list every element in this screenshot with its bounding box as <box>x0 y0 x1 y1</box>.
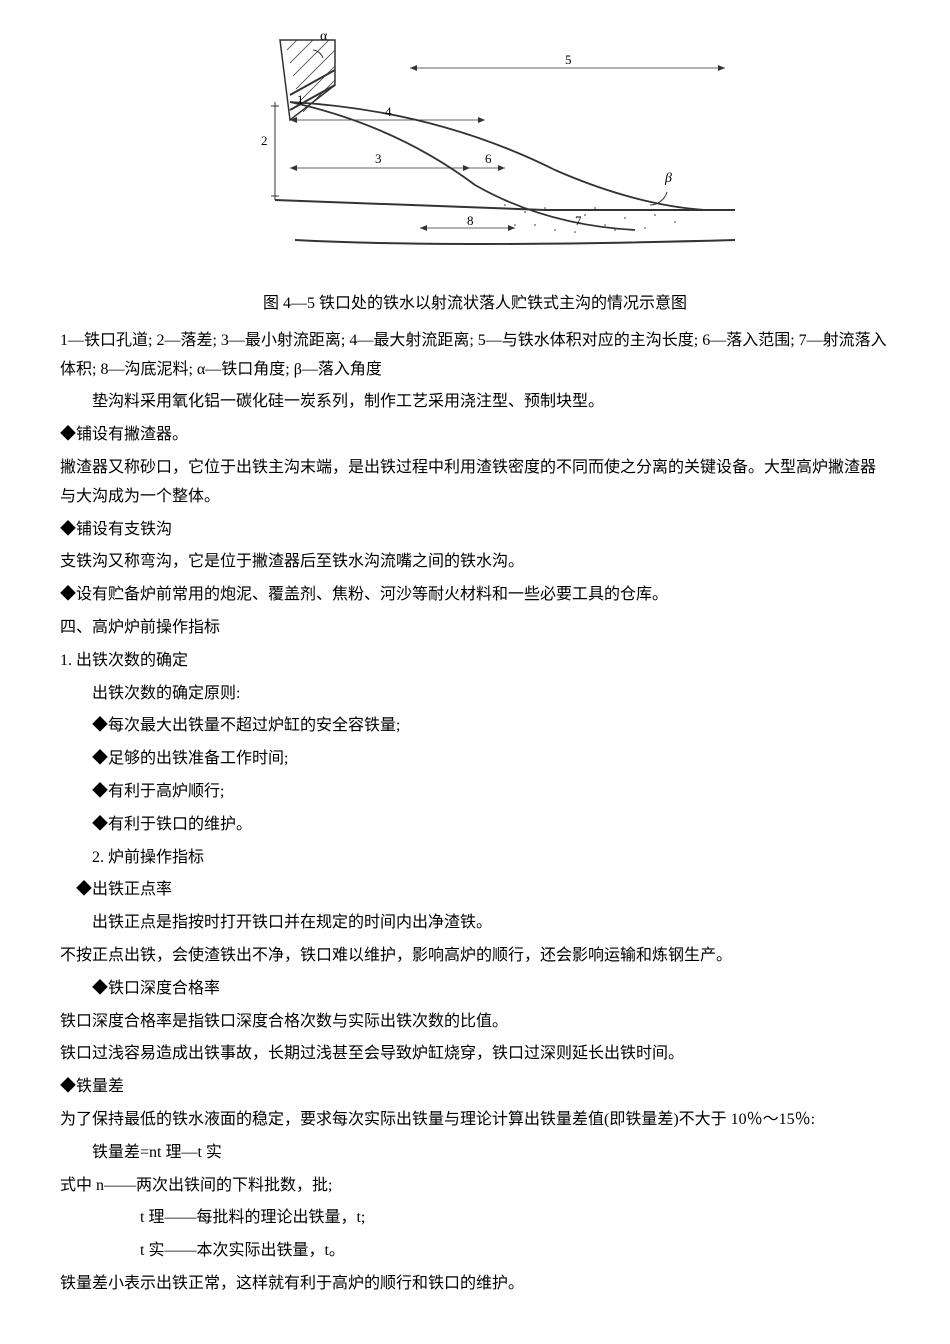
label-2: 2 <box>261 133 268 148</box>
beta-label: β <box>664 171 672 186</box>
trough-bottom <box>295 240 735 244</box>
para-weight-2: 铁量差小表示出铁正常，这样就有利于高炉的顺行和铁口的维护。 <box>60 1270 890 1299</box>
label-4: 4 <box>385 104 392 119</box>
heading-skimmer: ◆铺设有撇渣器。 <box>60 421 890 450</box>
bullet-3: ◆有利于高炉顺行; <box>60 778 890 807</box>
heading-weight: ◆铁量差 <box>60 1073 890 1102</box>
bullet-1: ◆每次最大出铁量不超过炉缸的安全容铁量; <box>60 712 890 741</box>
label-6: 6 <box>485 151 492 166</box>
para-material: 垫沟料采用氧化铝一碳化硅一炭系列，制作工艺采用浇注型、预制块型。 <box>60 388 890 417</box>
section-4-1: 1. 出铁次数的确定 <box>60 647 890 676</box>
para-branch: 支铁沟又称弯沟，它是位于撇渣器后至铁水沟流嘴之间的铁水沟。 <box>60 548 890 577</box>
figure-legend: 1—铁口孔道; 2—落差; 3—最小射流距离; 4—最大射流距离; 5—与铁水体… <box>60 327 890 385</box>
heading-branch: ◆铺设有支铁沟 <box>60 516 890 545</box>
label-8: 8 <box>467 213 474 228</box>
section-4: 四、高炉炉前操作指标 <box>60 614 890 643</box>
bullet-4: ◆有利于铁口的维护。 <box>60 811 890 840</box>
heading-store: ◆设有贮备炉前常用的炮泥、覆盖剂、焦粉、河沙等耐火材料和一些必要工具的仓库。 <box>60 581 890 610</box>
label-1: 1 <box>297 92 304 107</box>
label-5: 5 <box>565 52 572 67</box>
label-3: 3 <box>375 151 382 166</box>
heading-ontime: ◆出铁正点率 <box>60 876 890 905</box>
where-n: 式中 n——两次出铁间的下料批数，批; <box>60 1172 890 1201</box>
para-ontime-2: 不按正点出铁，会使渣铁出不净，铁口难以维护，影响高炉的顺行，还会影响运输和炼钢生… <box>60 942 890 971</box>
heading-depth: ◆铁口深度合格率 <box>60 975 890 1004</box>
sec4-1-intro: 出铁次数的确定原则: <box>60 680 890 709</box>
para-depth-1: 铁口深度合格率是指铁口深度合格次数与实际出铁次数的比值。 <box>60 1008 890 1037</box>
furnace-wall <box>280 40 335 120</box>
formula: 铁量差=nt 理—t 实 <box>60 1139 890 1168</box>
section-4-2: 2. 炉前操作指标 <box>60 844 890 873</box>
figure-caption: 图 4—5 铁口处的铁水以射流状落人贮铁式主沟的情况示意图 <box>60 290 890 319</box>
jet-max <box>290 102 705 210</box>
taphole-diagram: α <box>195 30 755 270</box>
para-ontime-1: 出铁正点是指按时打开铁口并在规定的时间内出净渣铁。 <box>60 909 890 938</box>
para-skimmer: 撇渣器又称砂口，它位于出铁主沟末端，是出铁过程中利用渣铁密度的不同而使之分离的关… <box>60 454 890 512</box>
para-depth-2: 铁口过浅容易造成出铁事故，长期过浅甚至会导致炉缸烧穿，铁口过深则延长出铁时间。 <box>60 1040 890 1069</box>
where-t2: t 实——本次实际出铁量，t。 <box>60 1237 890 1266</box>
para-weight-1: 为了保持最低的铁水液面的稳定，要求每次实际出铁量与理论计算出铁量差值(即铁量差)… <box>60 1106 890 1135</box>
diagram-svg: α <box>195 30 755 270</box>
label-7: 7 <box>575 213 582 228</box>
where-t1: t 理——每批料的理论出铁量，t; <box>60 1204 890 1233</box>
bullet-2: ◆足够的出铁准备工作时间; <box>60 745 890 774</box>
alpha-label: α <box>320 30 328 44</box>
